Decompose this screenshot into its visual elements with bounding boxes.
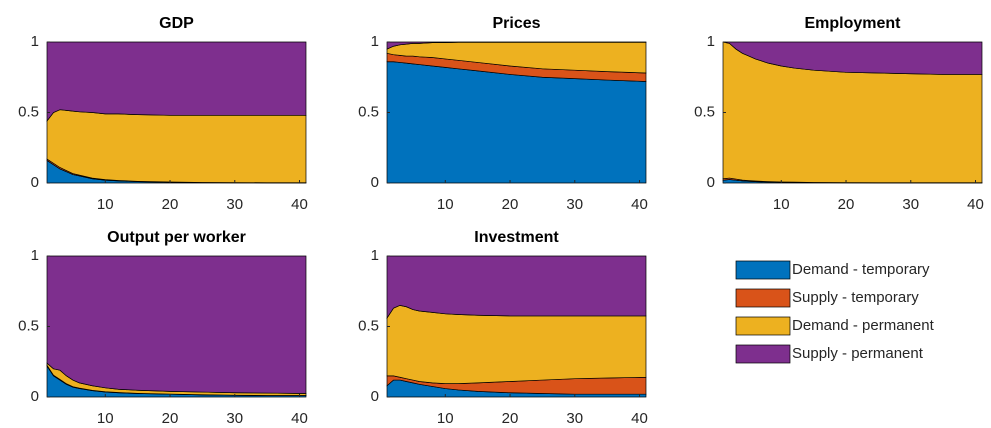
- y-tick-label: 0: [31, 388, 39, 405]
- x-tick-label: 10: [97, 196, 114, 213]
- x-tick-label: 30: [566, 410, 583, 427]
- x-tick-label: 20: [162, 196, 179, 213]
- legend-label: Supply - temporary: [792, 289, 919, 306]
- x-tick-label: 40: [631, 410, 648, 427]
- y-tick-label: 0.5: [18, 103, 39, 120]
- y-tick-label: 0: [371, 174, 379, 191]
- x-tick-label: 30: [902, 196, 919, 213]
- y-tick-label: 0.5: [358, 103, 379, 120]
- y-tick-label: 1: [31, 247, 39, 264]
- y-tick-label: 1: [371, 33, 379, 50]
- legend-label: Supply - permanent: [792, 345, 924, 362]
- y-tick-label: 0.5: [18, 317, 39, 334]
- x-tick-label: 20: [502, 410, 519, 427]
- x-tick-label: 10: [773, 196, 790, 213]
- stacked-area: [46, 109, 307, 184]
- x-tick-label: 20: [162, 410, 179, 427]
- legend-swatch: [735, 288, 791, 308]
- x-tick-label: 40: [967, 196, 984, 213]
- x-tick-label: 10: [437, 196, 454, 213]
- subplot-title: Investment: [474, 229, 559, 246]
- x-tick-label: 20: [838, 196, 855, 213]
- x-tick-label: 10: [437, 410, 454, 427]
- stacked-area: [46, 41, 307, 122]
- subplot-title: Prices: [492, 15, 540, 32]
- y-tick-label: 0.5: [694, 103, 715, 120]
- legend-swatch: [735, 344, 791, 364]
- x-tick-label: 20: [502, 196, 519, 213]
- y-tick-label: 0: [31, 174, 39, 191]
- x-tick-label: 30: [226, 410, 243, 427]
- stacked-area: [386, 255, 647, 320]
- legend-label: Demand - permanent: [792, 317, 935, 334]
- x-tick-label: 30: [566, 196, 583, 213]
- x-tick-label: 30: [226, 196, 243, 213]
- subplot-title: GDP: [159, 15, 194, 32]
- legend-label: Demand - temporary: [792, 261, 930, 278]
- legend-swatch: [735, 260, 791, 280]
- legend-swatch: [735, 316, 791, 336]
- stacked-area: [722, 41, 983, 75]
- y-tick-label: 0: [707, 174, 715, 191]
- x-tick-label: 10: [97, 410, 114, 427]
- y-tick-label: 1: [707, 33, 715, 50]
- subplot-title: Employment: [804, 15, 901, 32]
- x-tick-label: 40: [291, 196, 308, 213]
- stacked-area: [386, 304, 647, 384]
- stacked-area: [46, 255, 307, 394]
- x-tick-label: 40: [291, 410, 308, 427]
- subplot-title: Output per worker: [107, 229, 246, 246]
- y-tick-label: 1: [371, 247, 379, 264]
- y-tick-label: 0.5: [358, 317, 379, 334]
- stacked-area: [386, 41, 647, 50]
- y-tick-label: 0: [371, 388, 379, 405]
- x-tick-label: 40: [631, 196, 648, 213]
- y-tick-label: 1: [31, 33, 39, 50]
